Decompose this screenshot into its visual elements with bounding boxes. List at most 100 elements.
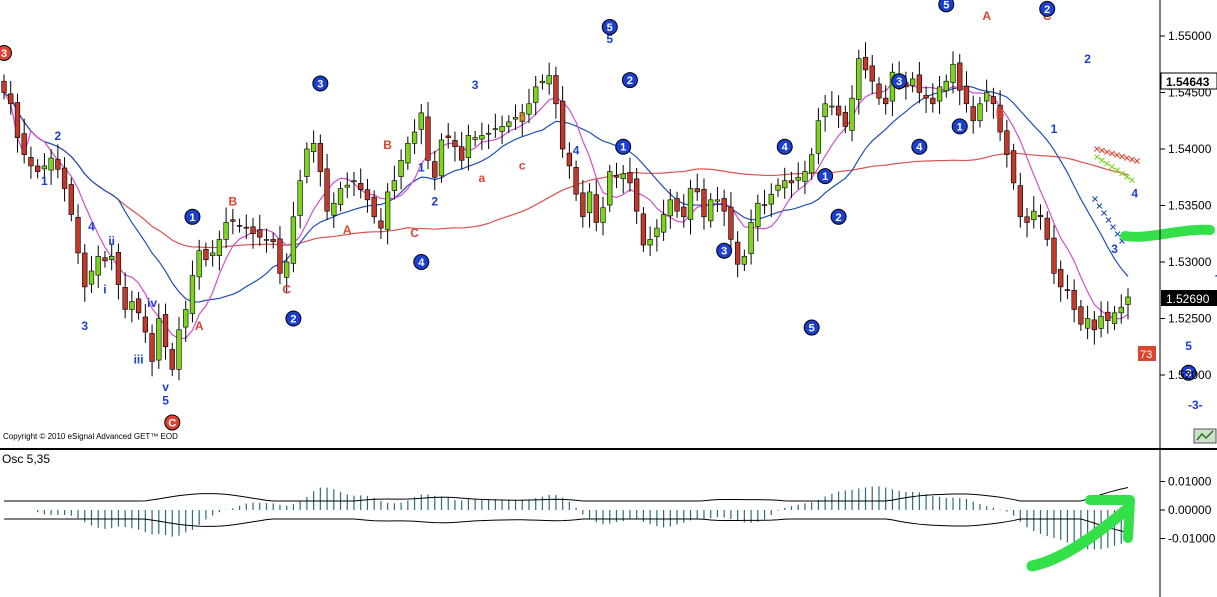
candle: [512, 117, 519, 120]
wave-circle: [1039, 0, 1056, 17]
candle: [135, 298, 142, 314]
price-axis: 1.520001.525001.530001.535001.540001.545…: [1138, 0, 1217, 448]
candle: [384, 191, 391, 230]
candle: [452, 140, 458, 148]
wave-label: 4: [1131, 187, 1138, 201]
wave-circle: [891, 73, 908, 90]
candle: [768, 193, 774, 205]
candle: [304, 148, 310, 177]
candle: [351, 180, 357, 182]
candle: [1105, 311, 1111, 322]
candle: [1024, 216, 1030, 223]
candle: [586, 191, 593, 214]
price-tick-label: 1.54000: [1168, 142, 1212, 156]
candle: [263, 239, 270, 241]
candle: [869, 65, 875, 82]
wave-label: 1: [1051, 122, 1058, 136]
candle: [654, 227, 660, 237]
candles: [1, 42, 1131, 381]
oscillator-bars: [4, 486, 1129, 550]
candle: [909, 78, 916, 86]
projection-x-red: [1094, 146, 1100, 152]
candle: [600, 207, 606, 223]
badge-box: [1138, 346, 1156, 361]
price-tick-label: 1.52000: [1168, 368, 1212, 382]
candle: [34, 165, 41, 172]
wave-circle-label: 1: [822, 171, 828, 183]
candle: [337, 188, 344, 205]
candle: [109, 256, 115, 260]
candle: [755, 202, 761, 227]
candle: [573, 167, 579, 195]
candle: [835, 105, 842, 116]
candle: [445, 135, 451, 138]
price-ticks: 1.520001.525001.530001.535001.540001.545…: [1160, 29, 1212, 382]
upper-price-box: [1160, 72, 1217, 90]
wave-label: A: [343, 223, 352, 237]
projection-x-red: [1119, 153, 1125, 160]
candle: [526, 103, 532, 115]
projection-x-red: [1124, 155, 1130, 161]
candle: [936, 86, 943, 102]
candle: [405, 143, 411, 164]
candle: [371, 196, 377, 218]
candle: [1084, 318, 1091, 329]
wave-label: A: [982, 9, 991, 23]
projection-x-red: [1109, 150, 1115, 157]
projection-x-blue: [1114, 231, 1121, 237]
upper-price-label: 1.54643: [1166, 75, 1210, 89]
candle: [189, 275, 196, 314]
candle: [647, 239, 653, 246]
candle: [324, 168, 330, 212]
wave-circle: [312, 75, 329, 92]
candle: [398, 160, 404, 177]
candle: [14, 102, 21, 139]
candle: [364, 189, 371, 201]
projection-x-green: [1104, 160, 1110, 167]
wave-circle-label: 2: [836, 212, 842, 224]
candle: [559, 100, 566, 150]
candle: [822, 103, 828, 117]
projection-x-green: [1114, 167, 1120, 174]
candle: [68, 184, 74, 215]
wave-label: 4: [573, 144, 580, 158]
candle: [802, 171, 808, 182]
candle: [546, 75, 552, 85]
wave-circle: [601, 18, 618, 35]
panel-icon[interactable]: [1193, 428, 1217, 444]
copyright-text: Copyright © 2010 eSignal Advanced GET™ E…: [3, 432, 178, 441]
candle: [243, 226, 249, 229]
candle: [775, 184, 781, 191]
candle: [115, 251, 122, 285]
wave-label: A: [195, 319, 204, 333]
candle: [485, 132, 492, 135]
price-tick-label: 1.55000: [1168, 29, 1212, 43]
wave-label: C: [282, 283, 291, 297]
candle: [142, 316, 148, 333]
candle: [580, 192, 586, 218]
wave-circle-label: 1: [189, 212, 195, 224]
candle: [694, 188, 700, 193]
wave-circle-label: 5: [809, 323, 815, 335]
candle: [977, 103, 983, 122]
wave-label: 4: [88, 219, 95, 233]
price-tick-label: 1.53000: [1168, 255, 1212, 269]
wave-label: -3-: [1188, 398, 1203, 412]
wave-circle: [716, 242, 733, 259]
wave-label: B: [383, 138, 392, 152]
candle: [943, 80, 949, 92]
wave-circle: [951, 118, 968, 135]
candle: [122, 287, 128, 310]
candle: [660, 214, 667, 233]
green-marker-stroke: [1120, 224, 1215, 242]
candle: [492, 128, 498, 130]
price-tick-label: 1.53500: [1168, 199, 1212, 213]
wave-circle-label: 2: [627, 75, 633, 87]
oscillator-panel: Osc 5,35 0.01000 0.00000 -0.01000: [2, 450, 1216, 597]
candle: [876, 83, 882, 99]
candle: [277, 238, 283, 274]
candle: [176, 329, 182, 370]
candle: [640, 213, 647, 246]
wave-label: i: [103, 283, 106, 297]
green-arrow-head: [1085, 495, 1135, 543]
